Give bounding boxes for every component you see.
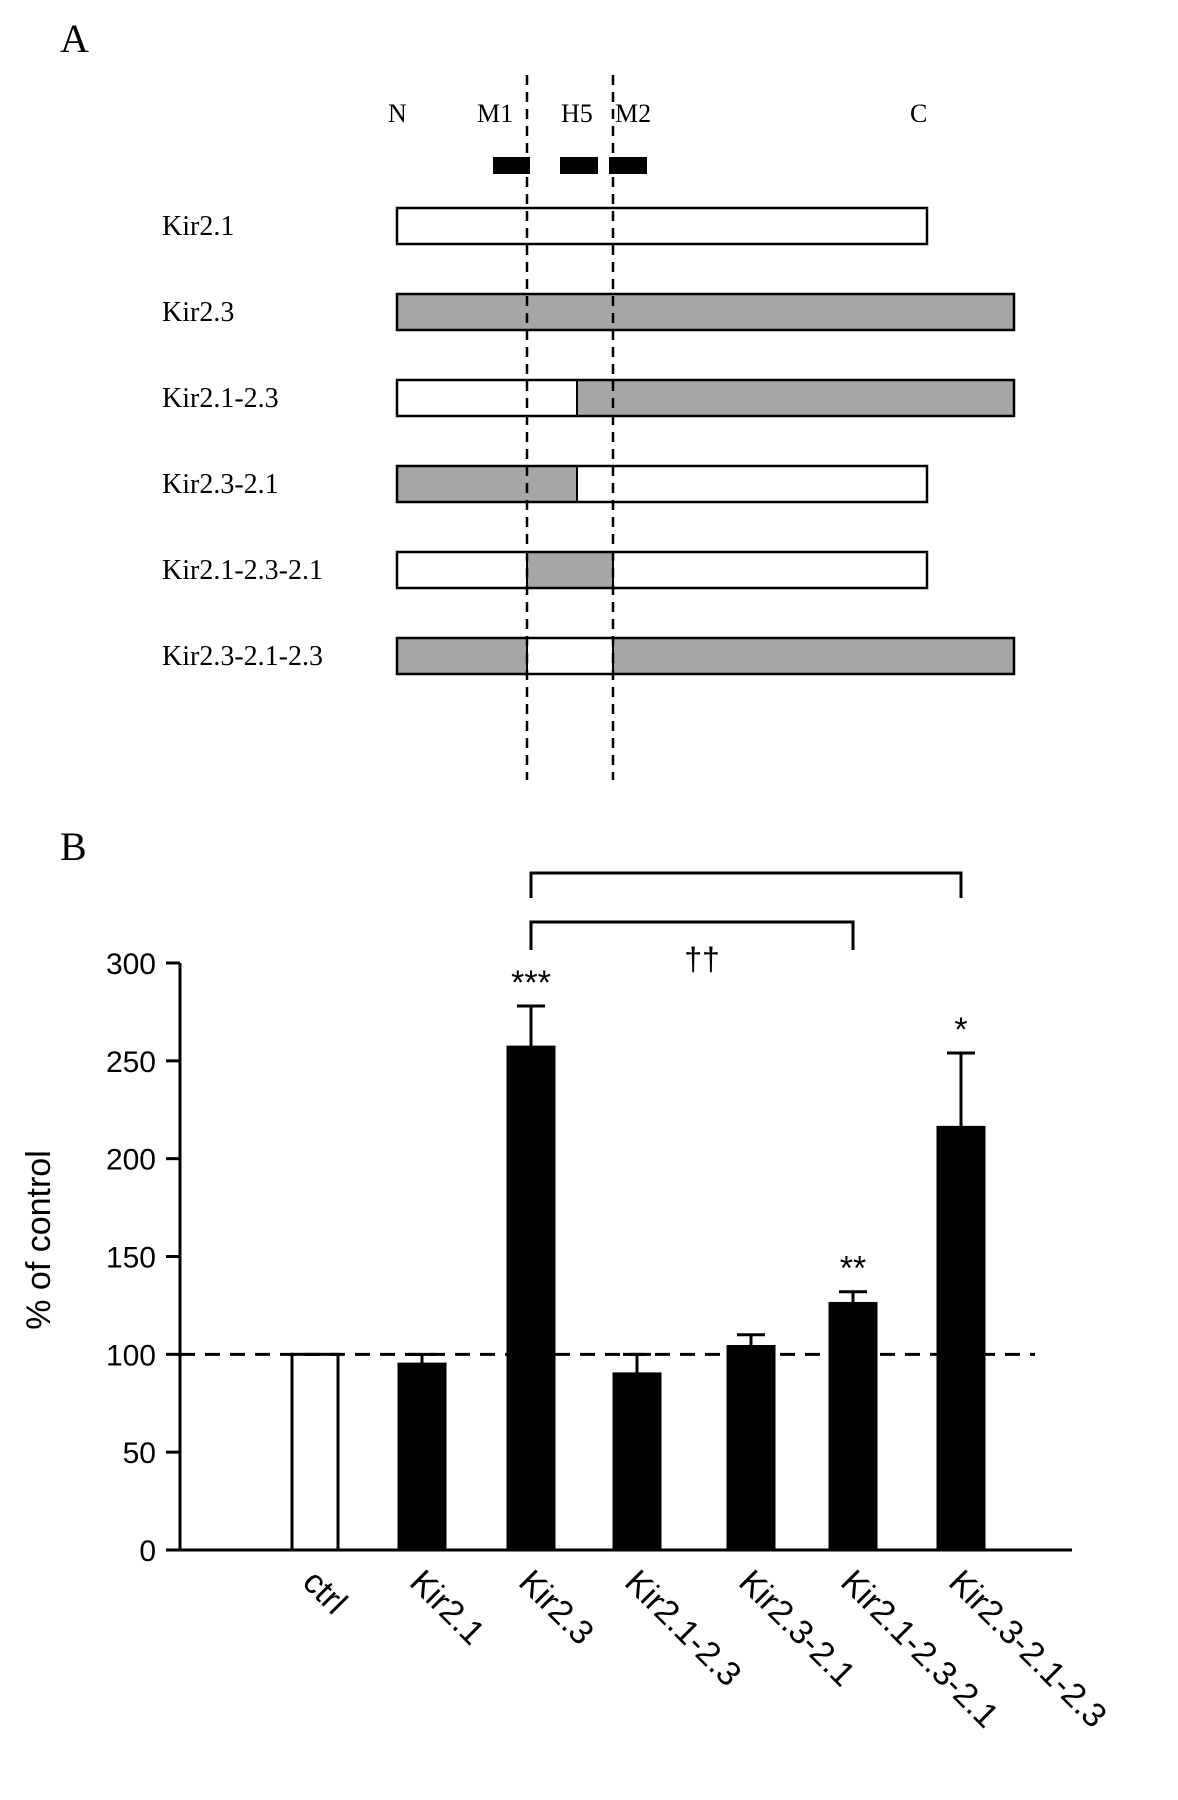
panel-a: A N M1 H5 M2 C Kir2.1Kir2.3Kir2.1-2.3Kir… <box>60 16 1016 780</box>
construct-outline <box>395 464 929 504</box>
bar <box>726 1345 776 1552</box>
construct-outline <box>395 378 1016 418</box>
h5-domain-marker <box>560 157 598 174</box>
bracket-label: †† <box>684 941 720 977</box>
category-label: Kir2.3 <box>511 1563 601 1653</box>
construct-outline <box>395 206 929 246</box>
construct-segment-gray <box>613 638 1014 674</box>
construct-segment-gray <box>527 552 613 588</box>
construct-segment-gray <box>577 380 1014 416</box>
bar <box>506 1045 556 1552</box>
bar <box>612 1372 662 1552</box>
domain-label-n: N <box>388 99 407 128</box>
construct-outline <box>395 550 929 590</box>
bar <box>397 1362 447 1552</box>
panel-b-label: B <box>60 824 87 869</box>
m1-domain-marker <box>493 157 530 174</box>
bar <box>936 1125 986 1552</box>
y-tick-label: 200 <box>106 1144 156 1177</box>
bar <box>290 1352 340 1552</box>
construct-outline <box>395 292 1016 332</box>
y-tick-label: 0 <box>139 1535 156 1568</box>
y-tick-label: 50 <box>123 1437 156 1470</box>
construct-label: Kir2.1-2.3 <box>162 383 279 414</box>
construct-segment-gray <box>397 638 527 674</box>
significance-marker: * <box>954 1011 967 1049</box>
y-axis-label: % of control <box>20 1150 58 1330</box>
category-label: ctrl <box>295 1563 354 1622</box>
y-tick-label: 300 <box>106 948 156 981</box>
construct-label: Kir2.1-2.3-2.1 <box>162 555 323 586</box>
domain-label-h5: H5 <box>561 99 593 128</box>
construct-rows: Kir2.1 Kir2.3 Kir2.1-2.3 Kir2.3-2.1 Kir2.1-2… <box>162 206 1016 676</box>
construct-label: Kir2.1 <box>162 211 234 242</box>
comparison-bracket <box>529 871 963 898</box>
construct-segment-gray <box>397 294 1014 330</box>
category-label: Kir2.1-2.3 <box>617 1563 748 1694</box>
construct-label: Kir2.3-2.1 <box>162 469 279 500</box>
significance-marker: *** <box>511 964 551 1002</box>
construct-label: Kir2.3 <box>162 297 234 328</box>
y-tick-label: 250 <box>106 1046 156 1079</box>
construct-outline <box>395 636 1016 676</box>
category-label: Kir2.1 <box>402 1563 492 1653</box>
construct-segment-white <box>397 380 577 416</box>
y-tick-label: 150 <box>106 1242 156 1275</box>
construct-segment-white <box>397 208 927 244</box>
construct-segment-white <box>527 638 613 674</box>
construct-segment-white <box>397 552 527 588</box>
bar <box>828 1301 878 1552</box>
panel-a-label: A <box>60 16 89 61</box>
y-tick-label: 100 <box>106 1339 156 1372</box>
domain-label-c: C <box>910 99 927 128</box>
domain-label-m2: M2 <box>615 99 651 128</box>
m2-domain-marker <box>609 157 647 174</box>
construct-label: Kir2.3-2.1-2.3 <box>162 641 323 672</box>
construct-segment-white <box>613 552 927 588</box>
panel-b: B % of control 0 50 100 150 200 250 300 ctrl Kir… <box>20 824 1114 1735</box>
construct-segment-gray <box>397 466 577 502</box>
domain-label-m1: M1 <box>477 99 513 128</box>
construct-segment-white <box>577 466 927 502</box>
significance-marker: ** <box>840 1250 866 1288</box>
comparison-bracket <box>529 920 855 950</box>
